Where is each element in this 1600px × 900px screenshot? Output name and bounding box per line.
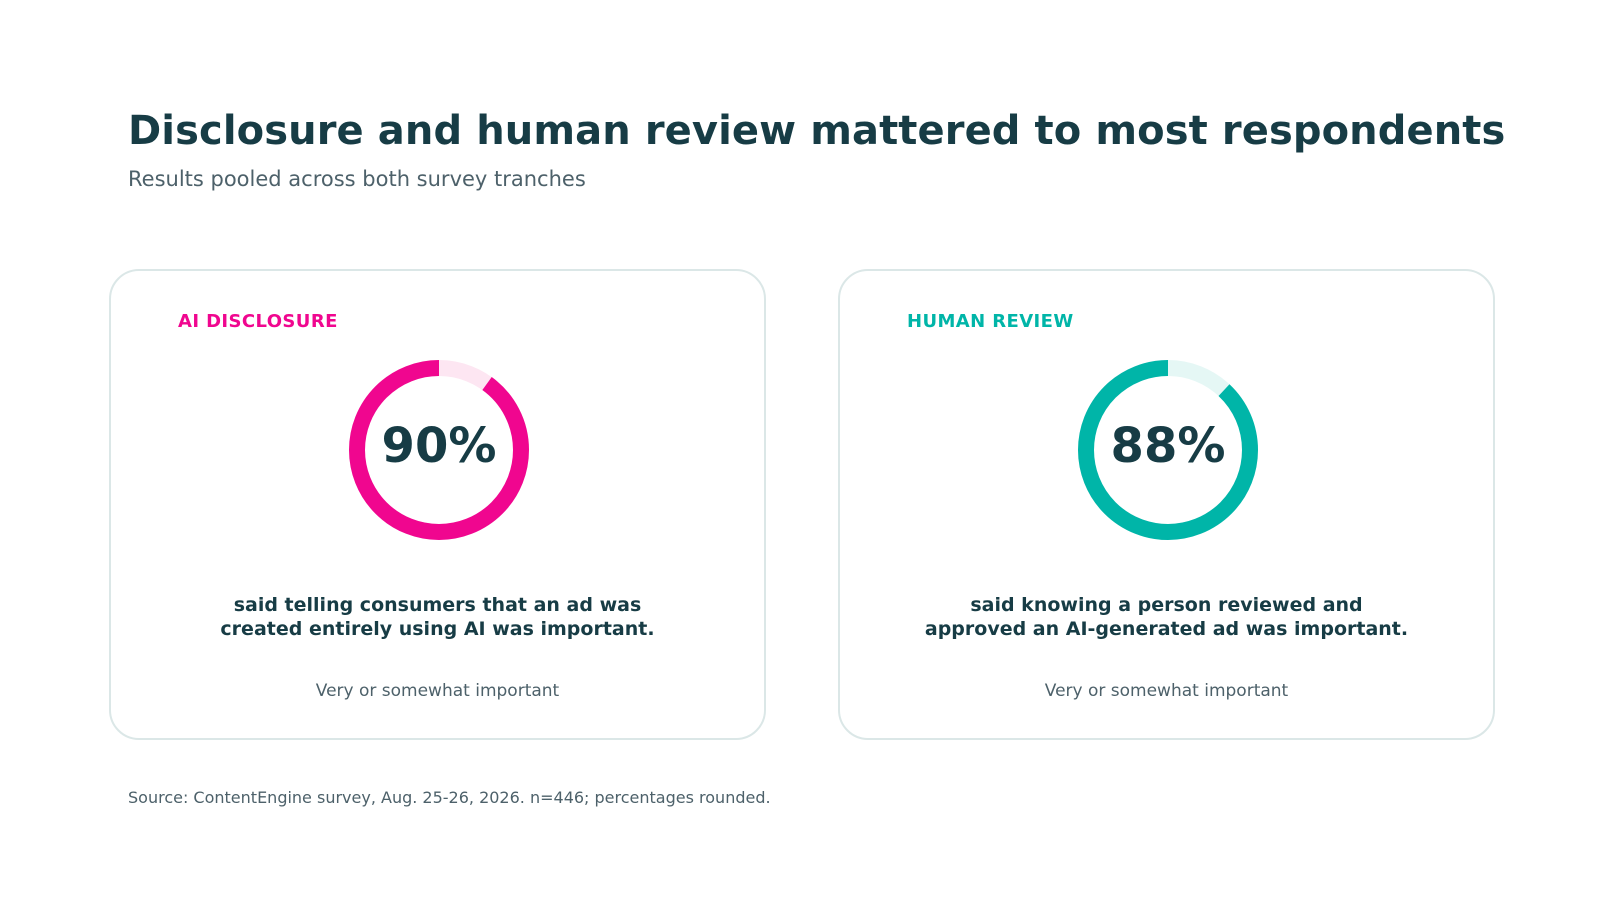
- chart-title: Disclosure and human review mattered to …: [128, 108, 1506, 154]
- ai-disclosure-statement: said telling consumers that an ad was cr…: [111, 593, 764, 641]
- human-review-label: HUMAN REVIEW: [907, 311, 1074, 332]
- ai-disclosure-donut-arc: [349, 360, 529, 540]
- human-review-donut-arc: [1078, 360, 1258, 540]
- chart-subtitle: Results pooled across both survey tranch…: [128, 167, 586, 191]
- human-review-statement-line: said knowing a person reviewed and: [970, 594, 1363, 616]
- ai-disclosure-percent: 90%: [381, 418, 497, 474]
- human-review-statement-line: approved an AI-generated ad was importan…: [924, 618, 1409, 640]
- ai-disclosure-label: AI DISCLOSURE: [178, 311, 338, 332]
- ai-disclosure-statement-line: said telling consumers that an ad was: [233, 594, 642, 616]
- ai-disclosure-card: AI DISCLOSURE 90% said telling consumers…: [109, 269, 766, 740]
- human-review-donut-svg: [1078, 360, 1258, 540]
- human-review-donut: 88%: [1078, 360, 1258, 540]
- human-review-card: HUMAN REVIEW 88% said knowing a person r…: [838, 269, 1495, 740]
- human-review-note: Very or somewhat important: [1044, 681, 1289, 701]
- human-review-percent: 88%: [1110, 418, 1226, 474]
- ai-disclosure-statement-line: created entirely using AI was important.: [220, 618, 655, 640]
- human-review-statement: said knowing a person reviewed and appro…: [840, 593, 1493, 641]
- ai-disclosure-note: Very or somewhat important: [315, 681, 560, 701]
- ai-disclosure-donut-svg: [349, 360, 529, 540]
- ai-disclosure-donut: 90%: [349, 360, 529, 540]
- source-note: Source: ContentEngine survey, Aug. 25-26…: [128, 788, 771, 807]
